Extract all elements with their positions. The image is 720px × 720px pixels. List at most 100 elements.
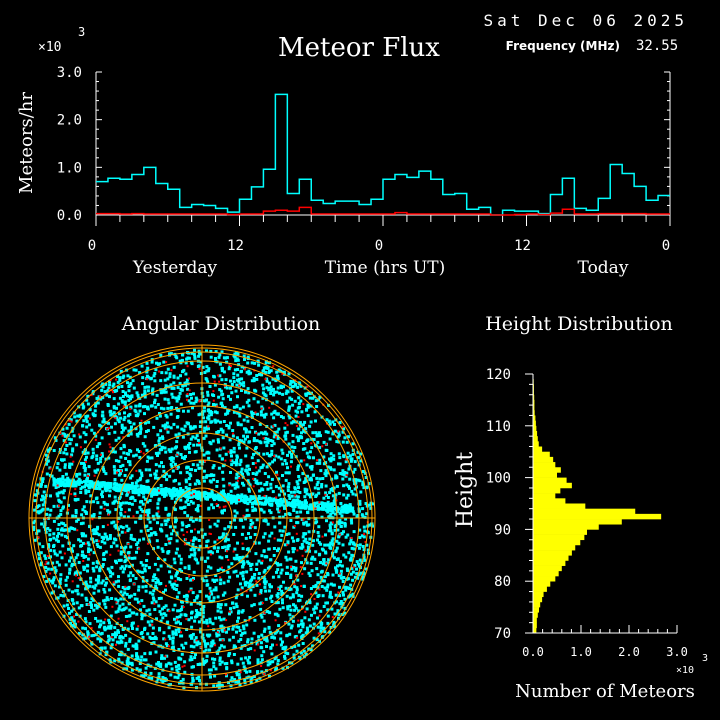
meteor-point <box>315 638 319 642</box>
meteor-point <box>91 566 95 570</box>
meteor-point <box>163 475 167 478</box>
height-bar <box>533 493 556 499</box>
meteor-point <box>182 646 185 650</box>
meteor-point <box>329 467 333 471</box>
meteor-point <box>176 435 180 439</box>
height-y-tick-label: 120 <box>486 367 511 383</box>
meteor-point <box>306 629 310 633</box>
meteor-point-red <box>295 574 297 577</box>
meteor-point-band <box>60 483 64 487</box>
meteor-point <box>251 505 254 509</box>
meteor-point <box>215 524 219 528</box>
meteor-point <box>95 527 99 531</box>
meteor-point <box>335 484 339 488</box>
meteor-point <box>149 527 153 531</box>
meteor-point <box>282 580 285 584</box>
meteor-point <box>265 465 269 469</box>
meteor-point <box>123 411 126 415</box>
meteor-point <box>109 574 113 578</box>
meteor-point <box>156 677 160 681</box>
meteor-point <box>216 568 220 572</box>
meteor-point <box>275 400 279 404</box>
meteor-point <box>264 437 268 441</box>
meteor-point <box>127 556 131 560</box>
meteor-point <box>179 359 183 363</box>
meteor-point <box>222 617 226 621</box>
meteor-point <box>217 649 221 653</box>
meteor-point <box>124 633 128 637</box>
meteor-point <box>90 597 94 601</box>
meteor-point <box>326 583 330 587</box>
meteor-point-band <box>115 487 119 491</box>
meteor-point <box>156 502 160 506</box>
meteor-point <box>214 616 218 620</box>
meteor-point <box>252 376 256 380</box>
height-y-tick-label: 90 <box>494 522 511 538</box>
meteor-point <box>107 638 111 642</box>
meteor-point-red <box>146 542 149 545</box>
meteor-point <box>337 522 341 526</box>
meteor-point <box>240 377 244 381</box>
meteor-point <box>75 519 79 523</box>
meteor-point <box>135 550 138 554</box>
meteor-point <box>264 365 268 369</box>
meteor-point-band <box>182 494 186 498</box>
meteor-point <box>221 546 225 549</box>
meteor-point <box>324 491 328 495</box>
meteor-point <box>119 511 123 515</box>
meteor-point-red <box>208 592 211 595</box>
meteor-point <box>302 442 306 445</box>
meteor-point <box>107 386 111 390</box>
meteor-point <box>339 573 343 576</box>
meteor-point <box>210 491 214 495</box>
meteor-point <box>241 405 245 409</box>
meteor-point <box>300 594 304 598</box>
meteor-point <box>95 543 99 546</box>
meteor-point <box>149 376 153 380</box>
meteor-point <box>328 491 332 495</box>
meteor-point <box>56 527 60 531</box>
meteor-point <box>160 371 164 375</box>
meteor-point-red <box>277 587 279 590</box>
meteor-point <box>233 354 237 358</box>
meteor-point-red <box>108 443 111 446</box>
meteor-point <box>182 368 186 372</box>
meteor-point <box>340 521 344 525</box>
meteor-point <box>129 594 133 598</box>
meteor-point-band <box>56 481 60 485</box>
meteor-point <box>315 434 319 438</box>
meteor-point <box>164 472 168 476</box>
meteor-point <box>332 500 336 503</box>
meteor-point-band <box>77 482 81 486</box>
height-bar <box>533 612 538 618</box>
meteor-point <box>179 471 183 475</box>
meteor-point <box>62 439 66 443</box>
meteor-point <box>83 452 87 455</box>
meteor-point <box>301 633 305 637</box>
meteor-point <box>220 369 224 373</box>
meteor-point <box>195 479 199 483</box>
meteor-point <box>225 360 229 364</box>
meteor-point <box>248 526 252 530</box>
meteor-point <box>357 456 360 460</box>
meteor-point <box>225 667 229 671</box>
meteor-point <box>33 519 37 523</box>
meteor-point <box>329 452 333 456</box>
meteor-point <box>157 515 161 519</box>
meteor-point <box>116 640 119 644</box>
meteor-point-band <box>233 495 236 499</box>
meteor-point <box>102 552 106 555</box>
meteor-point <box>255 568 259 571</box>
meteor-point <box>263 472 267 475</box>
meteor-point <box>74 511 78 515</box>
meteor-point <box>235 625 239 629</box>
meteor-point <box>241 574 245 578</box>
meteor-point <box>104 457 108 461</box>
meteor-point <box>321 477 325 480</box>
meteor-point <box>120 608 124 612</box>
meteor-point <box>234 463 238 467</box>
meteor-point-band <box>270 498 274 502</box>
meteor-point-red <box>272 365 275 368</box>
meteor-point <box>229 397 232 401</box>
meteor-point <box>204 377 208 381</box>
